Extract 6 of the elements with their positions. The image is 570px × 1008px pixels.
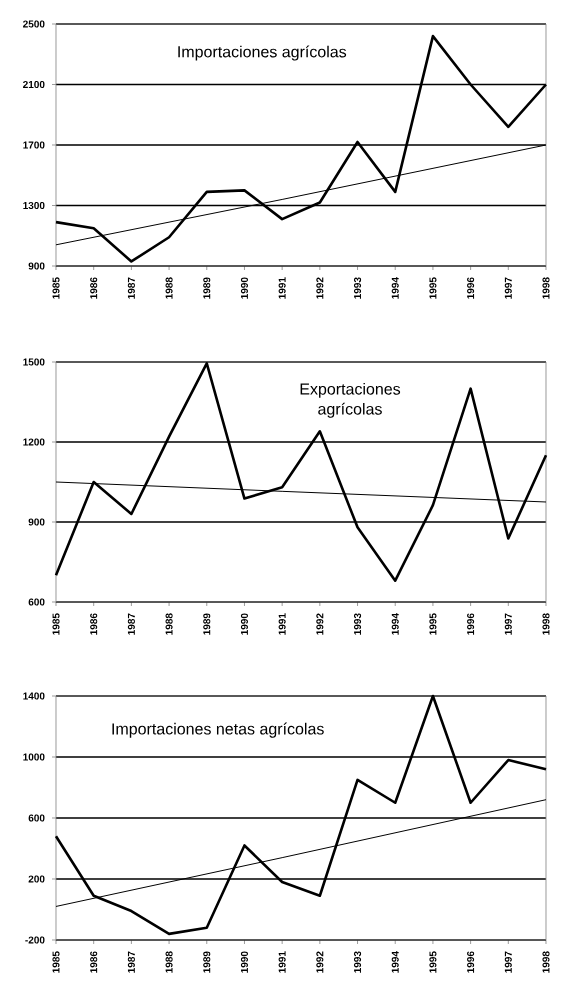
text: Importaciones agrícolas bbox=[178, 45, 347, 61]
text: Exportaciones agrícolas bbox=[300, 382, 401, 418]
line-series bbox=[54, 362, 548, 582]
line-series bbox=[54, 34, 548, 263]
line-series bbox=[54, 694, 548, 936]
text: Importaciones netas agrícolas bbox=[112, 722, 324, 738]
